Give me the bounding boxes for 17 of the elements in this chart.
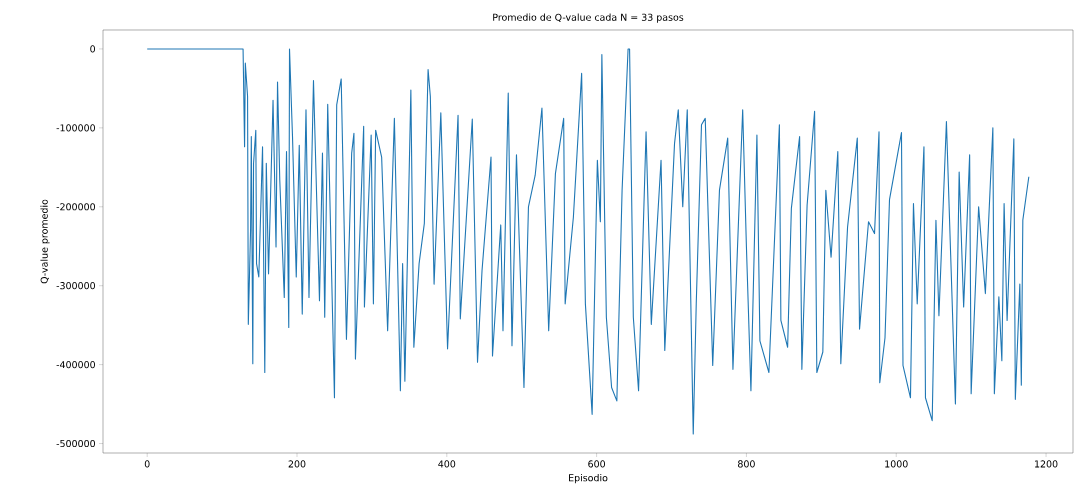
x-tick-label: 200 <box>288 460 306 468</box>
y-tick-label: -200000 <box>56 203 96 211</box>
x-tick-label: 800 <box>738 460 755 468</box>
x-tick-label: 400 <box>438 460 456 468</box>
line-series <box>146 48 1030 435</box>
chart-title: Promedio de Q-value cada N = 33 pasos <box>493 13 684 23</box>
y-tick-label: -400000 <box>56 361 96 369</box>
x-tick-label: 1000 <box>885 460 908 468</box>
x-tick-label: 1200 <box>1035 460 1058 468</box>
x-tick-label: 0 <box>144 460 150 468</box>
y-tick-label: 0 <box>90 45 96 53</box>
y-tick-label: -300000 <box>56 282 96 290</box>
y-tick-label: -500000 <box>56 439 96 448</box>
y-tick-label: -100000 <box>56 124 96 132</box>
y-axis-title: Q-value promedio <box>40 199 50 284</box>
x-axis-title: Episodio <box>569 474 608 484</box>
x-tick-label: 600 <box>588 460 606 468</box>
